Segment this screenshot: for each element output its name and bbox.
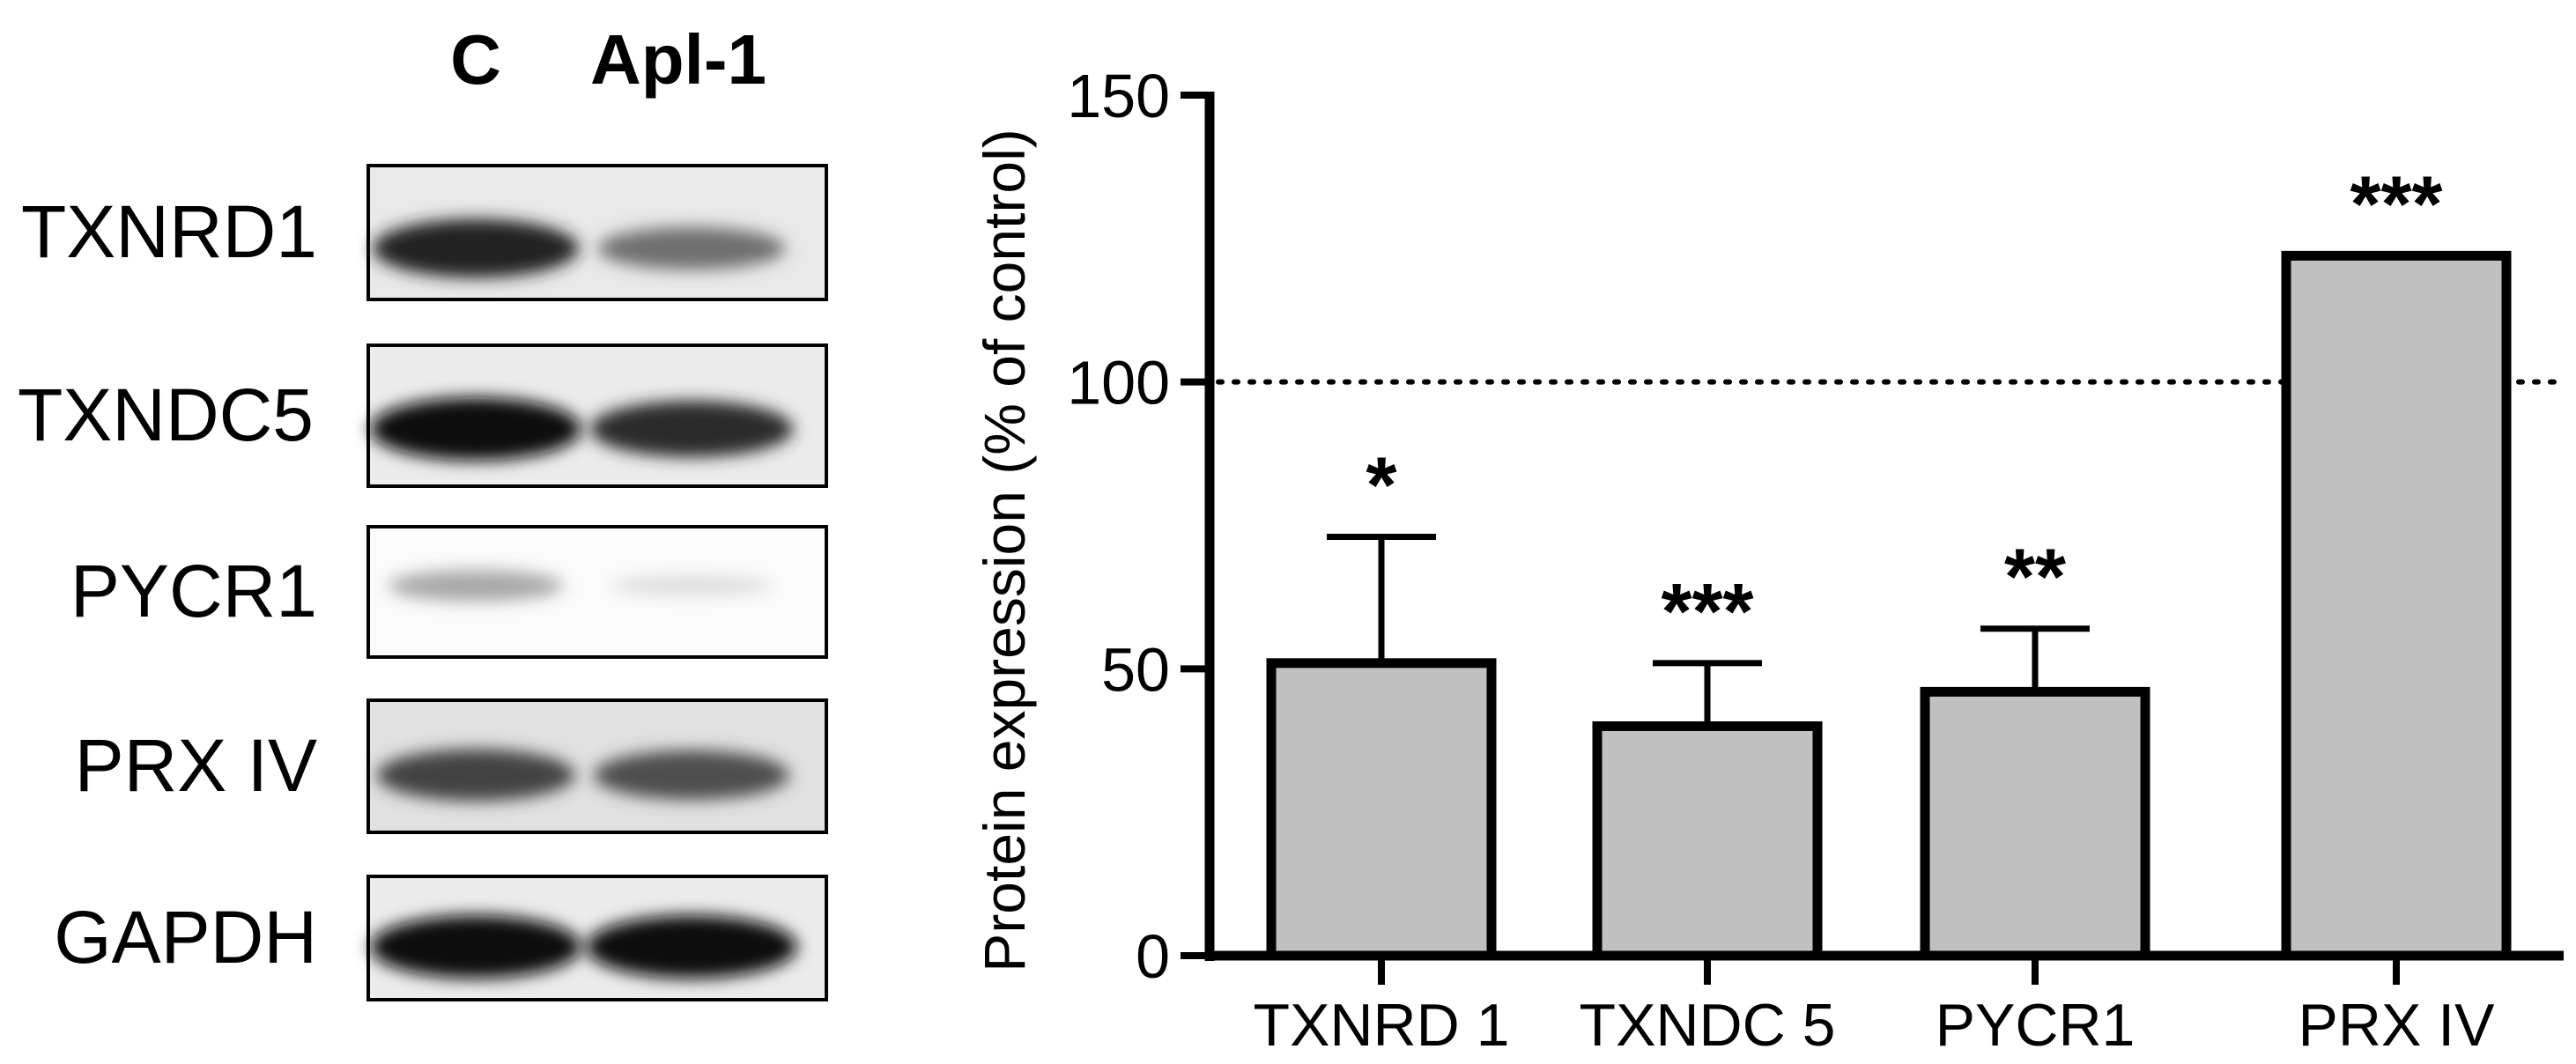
blot-band-control bbox=[376, 749, 575, 802]
blot-band-treated bbox=[586, 915, 797, 979]
y-tick-label: 0 bbox=[1136, 922, 1170, 991]
bar bbox=[1920, 686, 2150, 961]
significance-label: *** bbox=[1661, 568, 1753, 656]
y-axis: 0 50 100 150 bbox=[1067, 62, 1215, 991]
bar-chart: Protein expression (% of control) **** **… bbox=[972, 62, 2566, 1059]
y-tick-label: 50 bbox=[1101, 635, 1170, 704]
blot-band-treated bbox=[589, 400, 794, 458]
significance-label: ** bbox=[2004, 534, 2066, 622]
bar bbox=[1266, 658, 1497, 961]
blot-rows: TXNRD1 TXNDC5 PYCR1 PRX IV GAPDH bbox=[18, 164, 828, 1001]
blot-band-control bbox=[389, 570, 563, 602]
bars: **** ***** bbox=[1266, 160, 2512, 961]
blot-band-control bbox=[370, 915, 581, 979]
blot-row: GAPDH bbox=[54, 875, 828, 1001]
blot-row: TXNDC5 bbox=[18, 344, 828, 488]
bar bbox=[1592, 720, 1823, 961]
blot-band-treated bbox=[594, 750, 789, 801]
x-tick-label: TXNRD 1 bbox=[1254, 992, 1510, 1059]
x-tick-label: PRX IV bbox=[2298, 992, 2496, 1059]
blot-protein-label: GAPDH bbox=[54, 896, 317, 979]
blot-row: TXNRD1 bbox=[21, 164, 828, 301]
blot-band-control bbox=[370, 397, 581, 461]
x-tick-label: TXNDC 5 bbox=[1580, 992, 1836, 1059]
lane-label-control: C bbox=[450, 20, 501, 99]
blot-row: PYCR1 bbox=[70, 525, 828, 659]
blot-row: PRX IV bbox=[75, 698, 828, 834]
blot-band-treated bbox=[611, 575, 773, 596]
western-blot-panel: C Apl-1 TXNRD1 TXNDC5 PYCR1 PRX IV GAPDH bbox=[18, 20, 828, 1001]
significance-label: * bbox=[1366, 442, 1396, 530]
y-tick-label: 100 bbox=[1067, 349, 1170, 417]
blot-band-treated bbox=[597, 226, 786, 270]
blot-protein-label: TXNRD1 bbox=[21, 190, 317, 273]
x-axis: TXNRD 1 TXNDC 5 PYCR1 PRX IV bbox=[1205, 950, 2564, 1059]
bar bbox=[2281, 250, 2512, 961]
significance-label: *** bbox=[2350, 160, 2442, 248]
y-tick-label: 150 bbox=[1067, 62, 1170, 130]
lane-label-treated: Apl-1 bbox=[590, 20, 766, 99]
blot-protein-label: PYCR1 bbox=[70, 550, 317, 632]
y-axis-label: Protein expression (% of control) bbox=[972, 129, 1037, 972]
blot-band-control bbox=[373, 218, 579, 278]
x-tick-label: PYCR1 bbox=[1936, 992, 2136, 1059]
blot-protein-label: PRX IV bbox=[75, 724, 317, 807]
blot-protein-label: TXNDC5 bbox=[18, 373, 314, 456]
